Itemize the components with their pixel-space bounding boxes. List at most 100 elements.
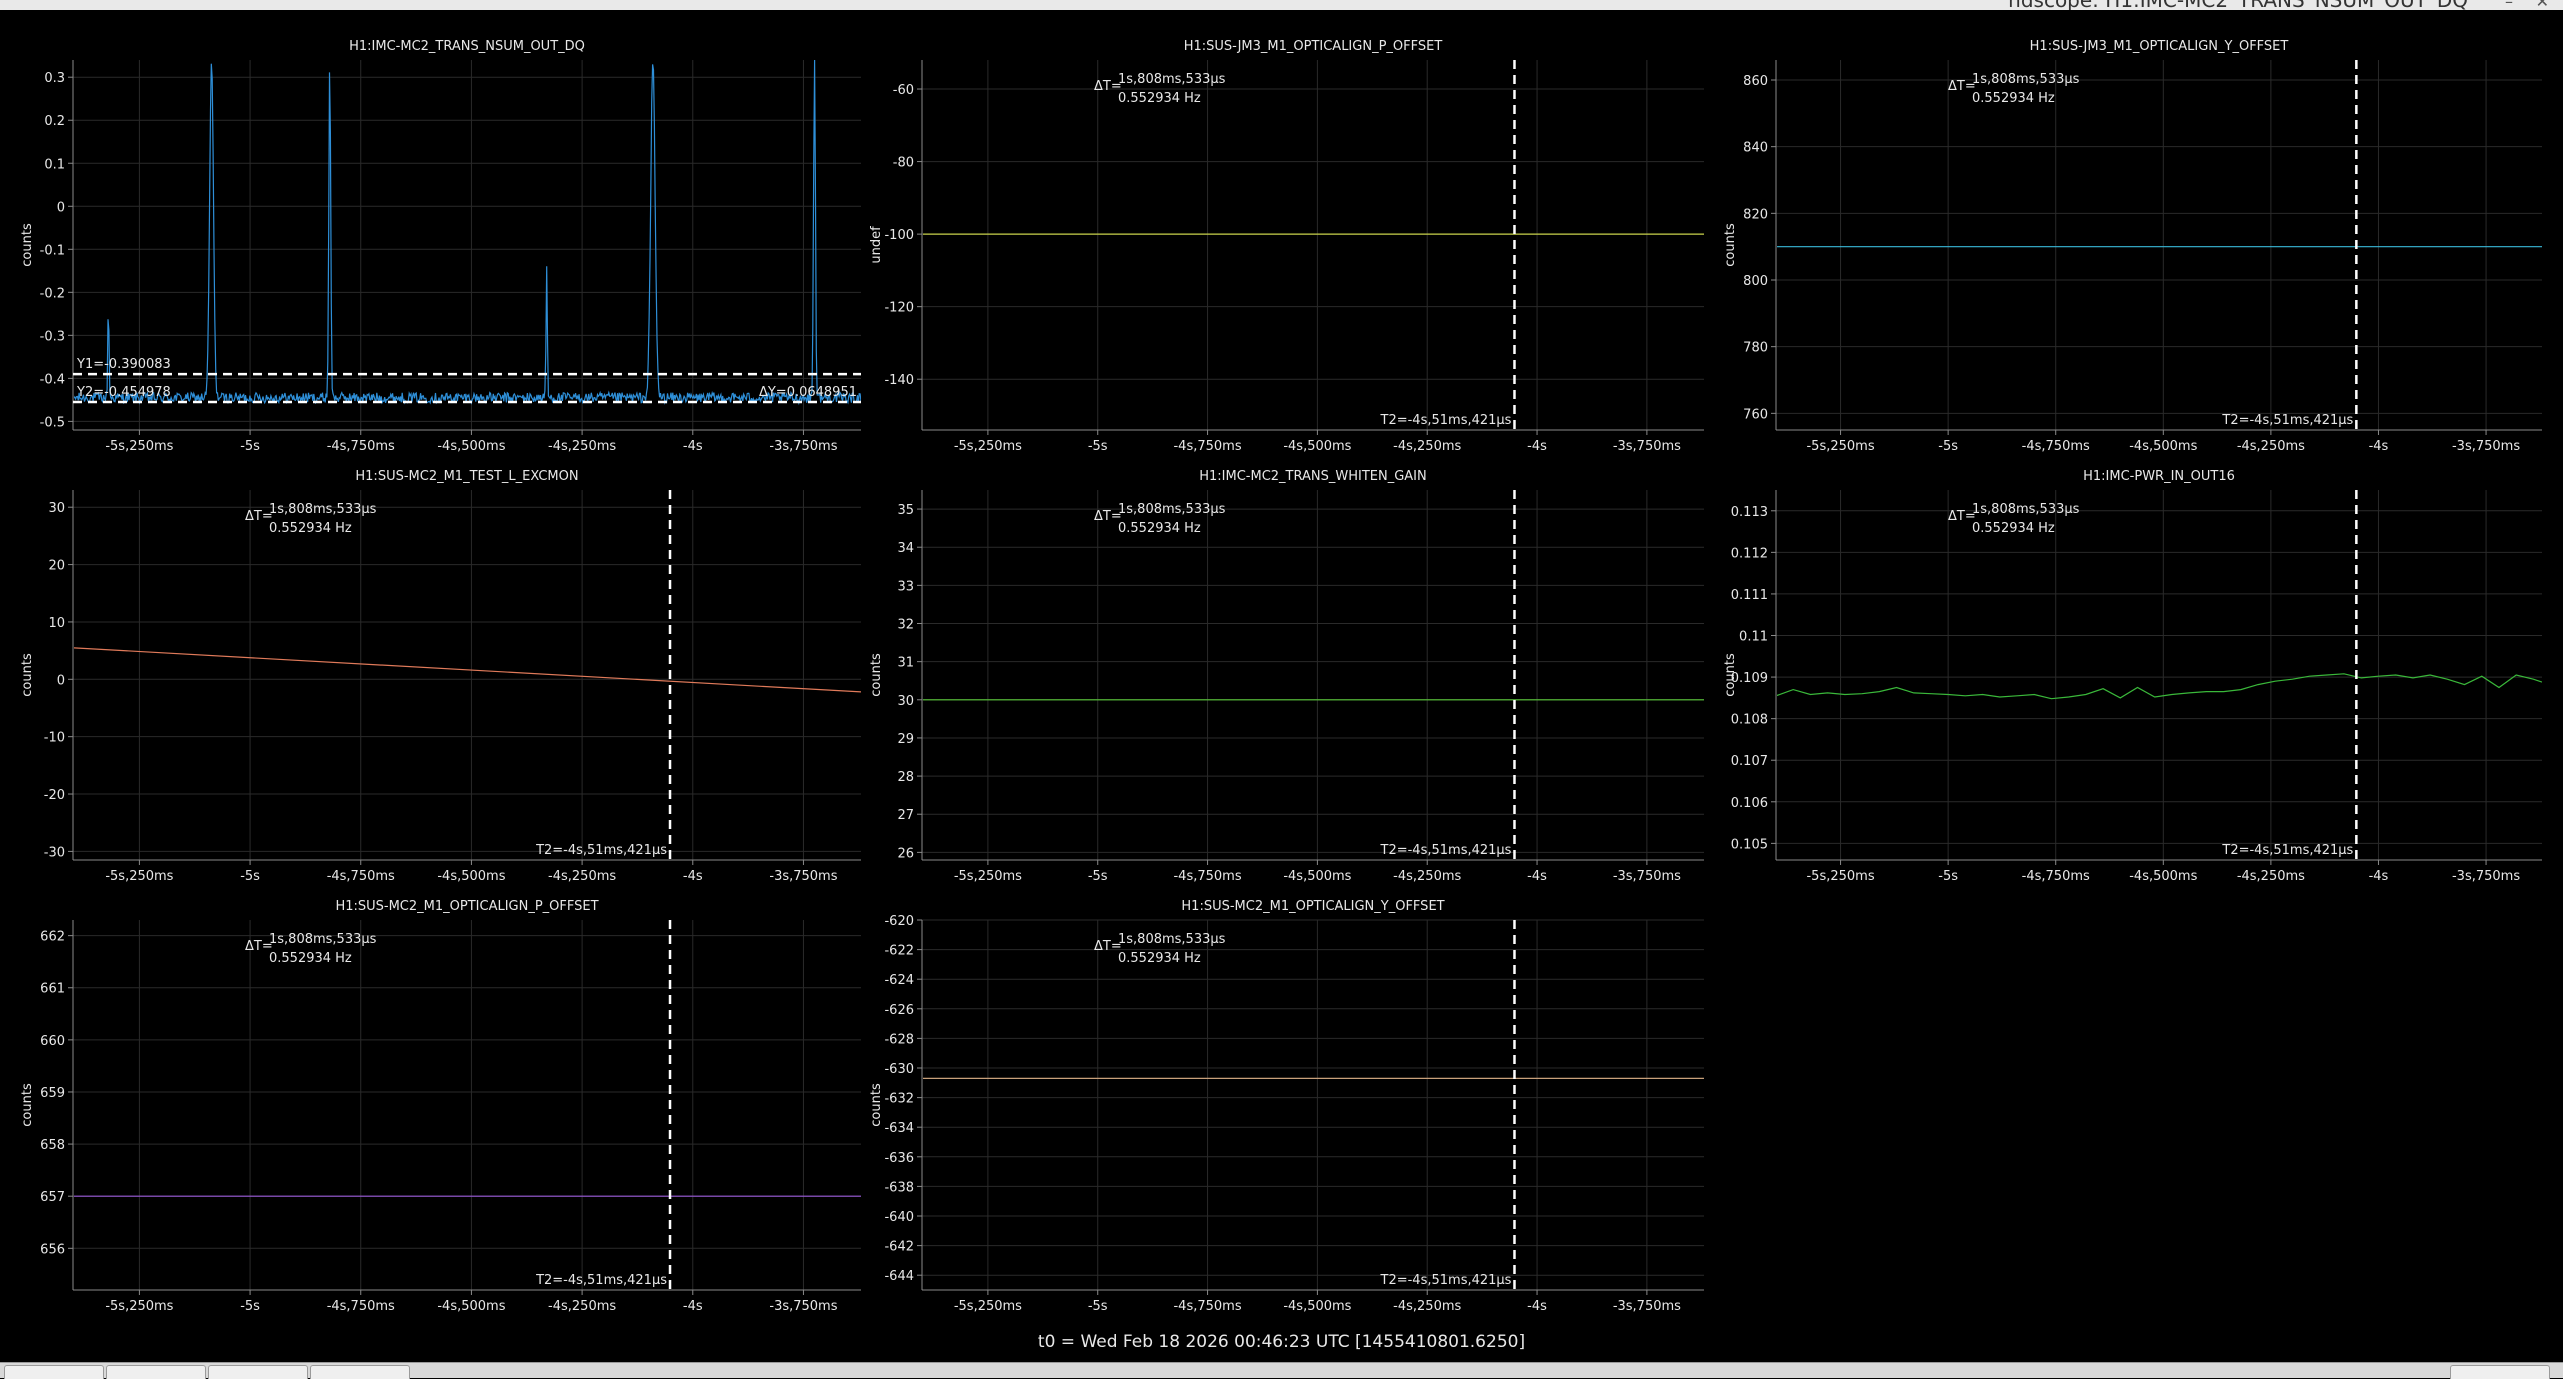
x-tick-label: -4s,250ms (2237, 439, 2305, 454)
y-tick-label: -620 (884, 914, 914, 929)
x-tick-label: -3s,750ms (769, 1299, 837, 1314)
y-tick-label: 0.2 (44, 114, 65, 129)
y-tick-label: 10 (48, 616, 65, 631)
cursor-freq-value: 0.552934 Hz (1972, 521, 2055, 536)
y-tick-label: -60 (893, 83, 914, 98)
toolbar-tab[interactable] (310, 1365, 410, 1379)
x-tick-label: -4s,250ms (548, 439, 616, 454)
x-tick-label: -5s (1088, 869, 1108, 884)
x-tick-label: -5s,250ms (954, 1299, 1022, 1314)
y-axis-label: counts (869, 653, 884, 697)
cursor-delta-t-label: ΔT= (245, 939, 273, 954)
x-tick-label: -4s,500ms (437, 869, 505, 884)
y-tick-label: -0.4 (40, 372, 65, 387)
y-tick-label: -30 (44, 845, 65, 860)
y-tick-label: -622 (884, 944, 914, 959)
cursor-delta-t-label: ΔT= (1094, 939, 1122, 954)
cursor-delta-t-label: ΔT= (245, 509, 273, 524)
y-tick-label: 0.108 (1731, 713, 1768, 728)
cursor-delta-t-label: ΔT= (1094, 79, 1122, 94)
toolbar-tab[interactable] (106, 1365, 206, 1379)
x-tick-label: -4s,750ms (2022, 869, 2090, 884)
x-tick-label: -4s (683, 869, 703, 884)
cursor-t2-label: T2=-4s,51ms,421µs (535, 843, 667, 858)
cursor-delta-t-value: 1s,808ms,533µs (269, 502, 377, 517)
y-tick-label: 660 (40, 1034, 65, 1049)
y-tick-label: -628 (884, 1032, 914, 1047)
y-tick-label: -632 (884, 1092, 914, 1107)
cursor-freq-value: 0.552934 Hz (269, 951, 352, 966)
x-tick-label: -3s,750ms (769, 869, 837, 884)
y-axis-label: counts (1723, 653, 1738, 697)
plot-title: H1:SUS-MC2_M1_TEST_L_EXCMON (355, 469, 578, 484)
cursor-delta-t-value: 1s,808ms,533µs (1118, 72, 1226, 87)
plot-title: H1:SUS-MC2_M1_OPTICALIGN_P_OFFSET (335, 899, 598, 914)
y-tick-label: 0.112 (1731, 546, 1768, 561)
x-tick-label: -5s,250ms (105, 439, 173, 454)
x-tick-label: -3s,750ms (769, 439, 837, 454)
y-axis-label: counts (20, 653, 35, 697)
plot-panel: H1:IMC-PWR_IN_OUT16counts0.1130.1120.111… (1723, 469, 2542, 884)
series-line (74, 647, 861, 693)
toolbar-tab[interactable] (208, 1365, 308, 1379)
x-tick-label: -3s,750ms (2452, 439, 2520, 454)
y-tick-label: 657 (40, 1190, 65, 1205)
plot-title: H1:SUS-MC2_M1_OPTICALIGN_Y_OFFSET (1181, 899, 1444, 914)
y-tick-label: -10 (44, 731, 65, 746)
plot-panel: H1:SUS-MC2_M1_OPTICALIGN_Y_OFFSETcounts-… (869, 899, 1704, 1314)
y-tick-label: -626 (884, 1003, 914, 1018)
toolbar-tab[interactable] (4, 1365, 104, 1379)
y-tick-label: -0.5 (40, 415, 65, 430)
y-tick-label: 820 (1743, 207, 1768, 222)
x-tick-label: -5s,250ms (1806, 439, 1874, 454)
y-tick-label: 31 (897, 656, 914, 671)
y-axis-label: counts (1723, 223, 1738, 267)
x-tick-label: -5s (240, 869, 260, 884)
x-tick-label: -3s,750ms (1613, 869, 1681, 884)
y-tick-label: -0.2 (40, 286, 65, 301)
minimize-button[interactable]: – (2505, 0, 2513, 11)
y-tick-label: -640 (884, 1210, 914, 1225)
t0-label: t0 = Wed Feb 18 2026 00:46:23 UTC [14554… (1037, 1332, 1526, 1352)
cursor-freq-value: 0.552934 Hz (1118, 91, 1201, 106)
y-tick-label: 860 (1743, 74, 1768, 89)
cursor-t2-label: T2=-4s,51ms,421µs (1380, 843, 1512, 858)
y-tick-label: 29 (897, 732, 914, 747)
cursor-delta-t-value: 1s,808ms,533µs (1118, 502, 1226, 517)
plot-title: H1:SUS-JM3_M1_OPTICALIGN_Y_OFFSET (2030, 39, 2289, 54)
toolbar-tab[interactable] (2450, 1365, 2550, 1379)
x-tick-label: -4s,500ms (1283, 869, 1351, 884)
y-tick-label: -634 (884, 1121, 914, 1136)
x-tick-label: -5s (1088, 439, 1108, 454)
y-axis-label: counts (20, 223, 35, 267)
cursor-delta-t-value: 1s,808ms,533µs (1972, 72, 2080, 87)
y-tick-label: 800 (1743, 274, 1768, 289)
x-tick-label: -4s (2369, 439, 2389, 454)
x-tick-label: -4s,250ms (1393, 869, 1461, 884)
y-tick-label: -644 (884, 1269, 914, 1284)
plot-title: H1:SUS-JM3_M1_OPTICALIGN_P_OFFSET (1184, 39, 1443, 54)
x-tick-label: -5s (240, 1299, 260, 1314)
cursor-delta-t-label: ΔT= (1948, 509, 1976, 524)
y-tick-label: 28 (897, 770, 914, 785)
series-line (74, 60, 861, 406)
y-tick-label: 0.3 (44, 71, 65, 86)
cursor-delta-t-value: 1s,808ms,533µs (1118, 932, 1226, 947)
cursor-delta-t-value: 1s,808ms,533µs (269, 932, 377, 947)
y-tick-label: 33 (897, 579, 914, 594)
y-tick-label: 35 (897, 503, 914, 518)
y-tick-label: -20 (44, 788, 65, 803)
y-tick-label: 662 (40, 930, 65, 945)
window-title: ndscope: H1:IMC-MC2_TRANS_NSUM_OUT_DQ (2008, 0, 2468, 10)
y-tick-label: -80 (893, 156, 914, 171)
cursor-t2-label: T2=-4s,51ms,421µs (1380, 413, 1512, 428)
x-tick-label: -4s,500ms (2129, 439, 2197, 454)
x-tick-label: -4s,250ms (2237, 869, 2305, 884)
close-button[interactable]: ✕ (2535, 0, 2549, 11)
y-tick-label: 659 (40, 1086, 65, 1101)
y-tick-label: -100 (884, 228, 914, 243)
